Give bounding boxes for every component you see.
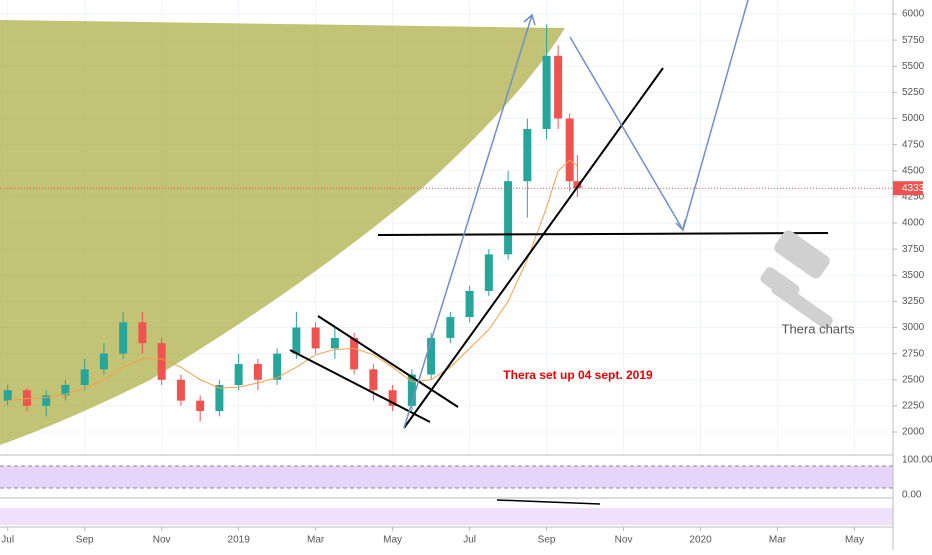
candle-body [311, 327, 320, 349]
candle-body [504, 181, 513, 255]
y-tick-label: 4500 [902, 165, 925, 176]
y-tick-label: 3250 [902, 296, 925, 307]
y-tick-label: 2500 [902, 374, 925, 385]
candle-body [119, 322, 128, 354]
watermark: Thera charts [782, 321, 855, 336]
candle-body [99, 353, 108, 370]
candle-body [3, 390, 12, 401]
y-tick-label: 4000 [902, 218, 925, 229]
y-tick-label: 5750 [902, 35, 925, 46]
y-tick-label: 5250 [902, 87, 925, 98]
trend-line [403, 67, 664, 429]
candle-body [176, 379, 185, 401]
candle-body [253, 364, 262, 380]
y-tick-label: 3500 [902, 270, 925, 281]
candle-body [80, 369, 89, 385]
overlays: Thera charts Thera set up 04 sept. 2019 [289, 0, 855, 429]
candle-body [542, 55, 551, 129]
logo [760, 230, 833, 329]
candle-body [523, 128, 532, 182]
x-tick-label: Sep [538, 535, 556, 546]
candle-body [330, 337, 339, 349]
candle-body [369, 369, 378, 391]
arrow-head [523, 13, 536, 26]
divergence-line [496, 499, 601, 505]
x-tick-label: May [383, 535, 402, 546]
candle-body [157, 343, 166, 380]
y-tick-label: 2000 [902, 427, 925, 438]
indicator-label: 0.00 [902, 490, 922, 501]
candle-body [465, 290, 474, 318]
candle-body [196, 400, 205, 412]
candle-body [446, 317, 455, 338]
candle-body [484, 254, 493, 291]
rsi-band [0, 466, 893, 488]
x-tick-label: Nov [153, 535, 171, 546]
x-tick-label: Mar [769, 535, 787, 546]
candle-body [350, 337, 359, 370]
candle-body [61, 384, 70, 396]
rsi-band [0, 508, 893, 525]
annotation: Thera set up 04 sept. 2019 [503, 368, 653, 382]
indicators: 100.00 0.00 [0, 454, 932, 528]
x-tick-label: Nov [615, 535, 633, 546]
y-tick-label: 5500 [902, 61, 925, 72]
y-tick-label: 2750 [902, 348, 925, 359]
candle-body [138, 322, 147, 344]
candle-body [42, 395, 51, 406]
candle-body [234, 364, 243, 385]
indicator-label: 100.00 [902, 455, 932, 466]
support-line [377, 232, 829, 236]
y-tick-label: 4750 [902, 139, 925, 150]
arrow-line [403, 14, 533, 429]
x-tick-label: 2020 [689, 535, 712, 546]
arrow-head [675, 219, 686, 232]
plot [0, 24, 893, 422]
y-tick-label: 3000 [902, 322, 925, 333]
candle-body [273, 353, 282, 380]
candle-body [215, 384, 224, 412]
candle-body [388, 390, 397, 406]
x-tick-label: Mar [307, 535, 325, 546]
channel-line [289, 349, 431, 423]
last-price-label: 4333 [902, 183, 925, 194]
candle-body [573, 181, 582, 189]
y-tick-label: 4250 [902, 192, 925, 203]
candle-body [22, 390, 31, 406]
x-tick-label: Jul [1, 535, 14, 546]
y-tick-label: 3750 [902, 244, 925, 255]
arrow-line [569, 0, 749, 232]
y-tick-label: 2250 [902, 401, 925, 412]
moving-average [7, 159, 578, 402]
x-tick-label: 2019 [228, 535, 251, 546]
channel-line [317, 315, 459, 408]
y-tick-label: 5000 [902, 113, 925, 124]
x-tick-label: Sep [76, 535, 94, 546]
x-tick-label: May [845, 535, 864, 546]
candle-body [292, 327, 301, 354]
last-price-box [893, 181, 923, 196]
x-tick-label: Jul [463, 535, 476, 546]
candle-body [427, 337, 436, 375]
candle-body [407, 374, 416, 406]
y-tick-label: 6000 [902, 9, 925, 20]
candle-body [565, 118, 574, 182]
candle-body [554, 55, 563, 119]
